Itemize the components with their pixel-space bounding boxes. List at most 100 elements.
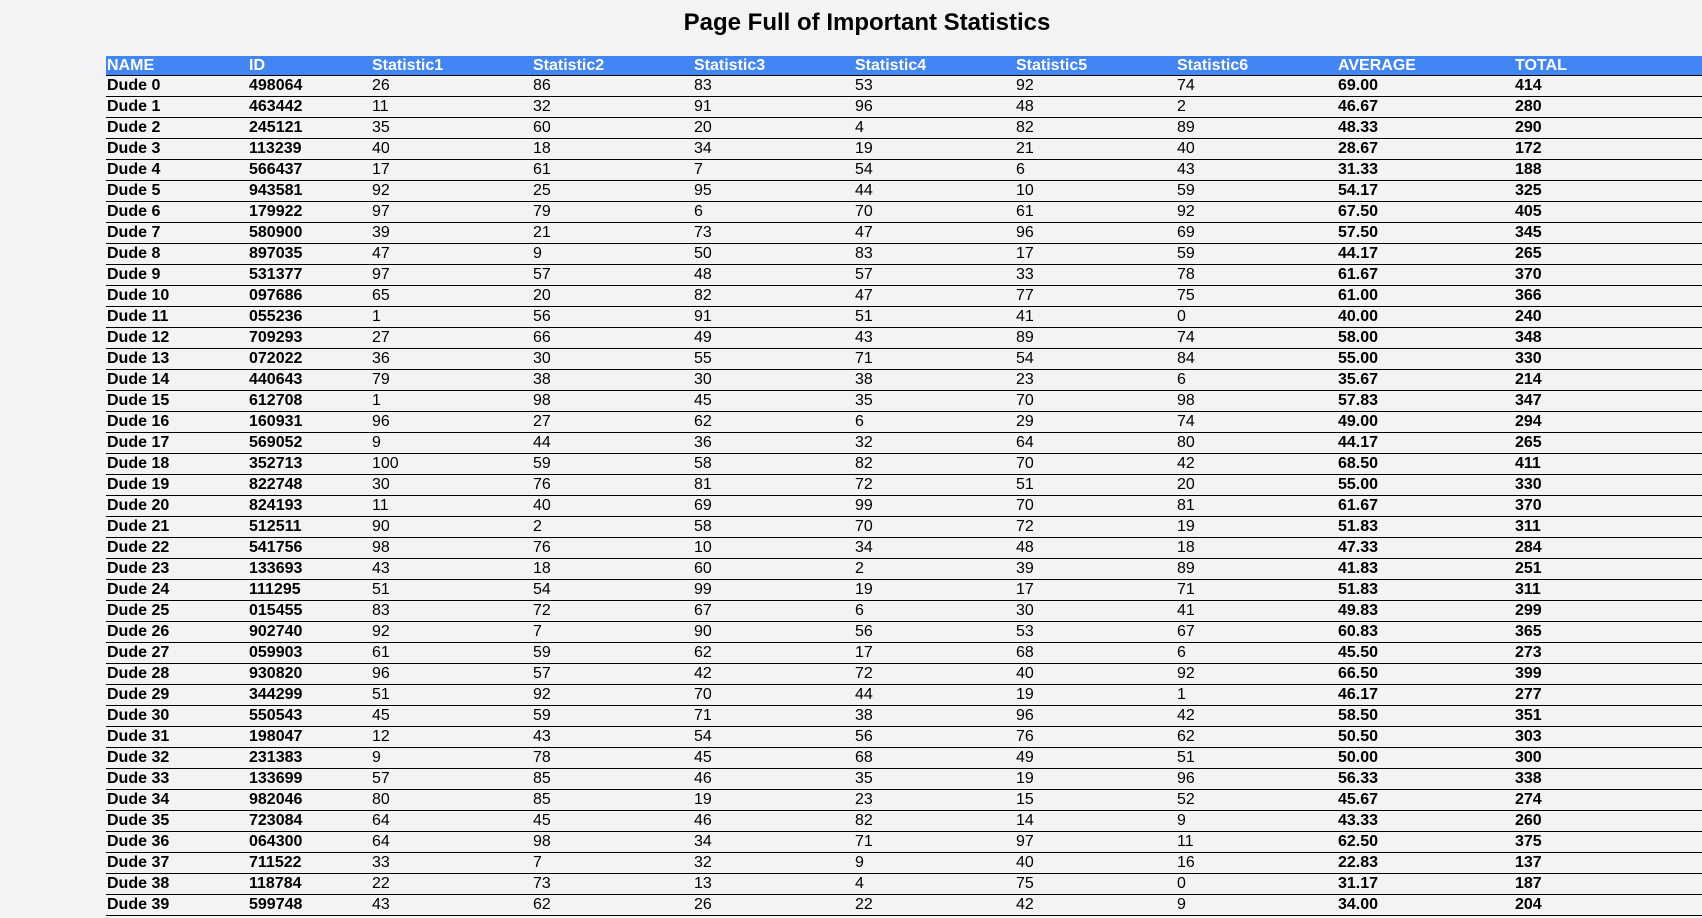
cell-statistic1: 96 <box>371 411 532 433</box>
cell-id: 059903 <box>248 642 371 664</box>
cell-statistic5: 70 <box>1015 495 1176 517</box>
cell-statistic1: 43 <box>371 558 532 580</box>
cell-statistic1: 30 <box>371 474 532 496</box>
cell-statistic6: 80 <box>1176 432 1337 454</box>
table-row: Dude 29 344299 51 92 70 44 19 1 46.17 277 <box>106 684 1702 706</box>
cell-statistic4: 17 <box>854 642 1015 664</box>
cell-name: Dude 22 <box>106 537 248 559</box>
cell-name: Dude 31 <box>106 726 248 748</box>
cell-statistic4: 70 <box>854 201 1015 223</box>
cell-average: 47.33 <box>1337 537 1514 559</box>
cell-id: 822748 <box>248 474 371 496</box>
cell-statistic6: 59 <box>1176 243 1337 265</box>
cell-statistic5: 6 <box>1015 159 1176 181</box>
cell-statistic5: 17 <box>1015 243 1176 265</box>
cell-statistic4: 6 <box>854 600 1015 622</box>
cell-statistic4: 82 <box>854 453 1015 475</box>
cell-statistic5: 29 <box>1015 411 1176 433</box>
cell-statistic2: 78 <box>532 747 693 769</box>
cell-average: 50.50 <box>1337 726 1514 748</box>
cell-statistic1: 98 <box>371 537 532 559</box>
cell-statistic3: 34 <box>693 138 854 160</box>
cell-statistic6: 67 <box>1176 621 1337 643</box>
cell-statistic5: 68 <box>1015 642 1176 664</box>
cell-statistic1: 51 <box>371 684 532 706</box>
cell-statistic4: 44 <box>854 180 1015 202</box>
cell-id: 612708 <box>248 390 371 412</box>
cell-total: 330 <box>1514 348 1702 370</box>
cell-statistic5: 42 <box>1015 894 1176 916</box>
cell-statistic2: 61 <box>532 159 693 181</box>
cell-average: 48.33 <box>1337 117 1514 139</box>
cell-statistic1: 33 <box>371 852 532 874</box>
cell-average: 56.33 <box>1337 768 1514 790</box>
cell-id: 709293 <box>248 327 371 349</box>
cell-statistic4: 4 <box>854 117 1015 139</box>
cell-id: 133699 <box>248 768 371 790</box>
cell-statistic2: 98 <box>532 831 693 853</box>
cell-statistic3: 45 <box>693 390 854 412</box>
cell-statistic2: 72 <box>532 600 693 622</box>
cell-statistic3: 69 <box>693 495 854 517</box>
cell-statistic4: 23 <box>854 789 1015 811</box>
cell-total: 348 <box>1514 327 1702 349</box>
cell-statistic4: 4 <box>854 873 1015 895</box>
cell-statistic6: 89 <box>1176 558 1337 580</box>
cell-statistic4: 57 <box>854 264 1015 286</box>
cell-statistic6: 11 <box>1176 831 1337 853</box>
cell-id: 160931 <box>248 411 371 433</box>
cell-statistic2: 60 <box>532 117 693 139</box>
cell-statistic3: 36 <box>693 432 854 454</box>
cell-statistic5: 40 <box>1015 852 1176 874</box>
cell-statistic4: 72 <box>854 474 1015 496</box>
cell-total: 188 <box>1514 159 1702 181</box>
cell-total: 365 <box>1514 621 1702 643</box>
cell-total: 311 <box>1514 579 1702 601</box>
cell-statistic6: 81 <box>1176 495 1337 517</box>
table-row: Dude 18 352713 100 59 58 82 70 42 68.50 411 <box>106 453 1702 475</box>
column-header-statistic6: Statistic6 <box>1176 56 1337 76</box>
cell-name: Dude 32 <box>106 747 248 769</box>
cell-total: 284 <box>1514 537 1702 559</box>
table-row: Dude 11 055236 1 56 91 51 41 0 40.00 240 <box>106 306 1702 328</box>
table-row: Dude 0 498064 26 86 83 53 92 74 69.00 414 <box>106 75 1702 97</box>
cell-statistic4: 83 <box>854 243 1015 265</box>
cell-statistic3: 45 <box>693 747 854 769</box>
cell-total: 260 <box>1514 810 1702 832</box>
cell-statistic6: 6 <box>1176 642 1337 664</box>
cell-statistic4: 68 <box>854 747 1015 769</box>
cell-average: 44.17 <box>1337 243 1514 265</box>
cell-total: 325 <box>1514 180 1702 202</box>
cell-statistic5: 21 <box>1015 138 1176 160</box>
cell-total: 280 <box>1514 96 1702 118</box>
cell-statistic5: 53 <box>1015 621 1176 643</box>
cell-statistic6: 74 <box>1176 75 1337 97</box>
cell-total: 351 <box>1514 705 1702 727</box>
cell-statistic3: 67 <box>693 600 854 622</box>
cell-name: Dude 12 <box>106 327 248 349</box>
cell-average: 22.83 <box>1337 852 1514 874</box>
cell-statistic6: 41 <box>1176 600 1337 622</box>
table-header: NAME ID Statistic1 Statistic2 Statistic3… <box>106 56 1702 76</box>
cell-total: 345 <box>1514 222 1702 244</box>
cell-statistic1: 65 <box>371 285 532 307</box>
cell-statistic4: 47 <box>854 285 1015 307</box>
cell-name: Dude 14 <box>106 369 248 391</box>
cell-statistic6: 78 <box>1176 264 1337 286</box>
table-row: Dude 27 059903 61 59 62 17 68 6 45.50 273 <box>106 642 1702 664</box>
cell-statistic6: 52 <box>1176 789 1337 811</box>
cell-id: 064300 <box>248 831 371 853</box>
table-row: Dude 7 580900 39 21 73 47 96 69 57.50 345 <box>106 222 1702 244</box>
cell-average: 31.33 <box>1337 159 1514 181</box>
cell-average: 46.67 <box>1337 96 1514 118</box>
cell-id: 723084 <box>248 810 371 832</box>
cell-statistic6: 98 <box>1176 390 1337 412</box>
cell-name: Dude 16 <box>106 411 248 433</box>
cell-statistic3: 99 <box>693 579 854 601</box>
cell-statistic2: 62 <box>532 894 693 916</box>
cell-statistic3: 50 <box>693 243 854 265</box>
cell-statistic5: 97 <box>1015 831 1176 853</box>
cell-statistic3: 71 <box>693 705 854 727</box>
cell-statistic5: 30 <box>1015 600 1176 622</box>
table-row: Dude 24 111295 51 54 99 19 17 71 51.83 311 <box>106 579 1702 601</box>
